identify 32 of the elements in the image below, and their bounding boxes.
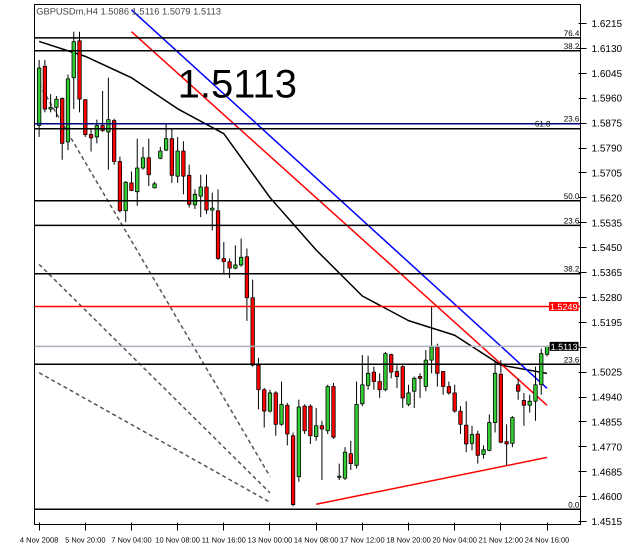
- ref-line-label: 1.5113: [550, 342, 578, 352]
- y-tick-label: 1.4515: [592, 517, 623, 528]
- candlestick: [516, 378, 520, 400]
- ref-line-label: 1.5249: [550, 302, 578, 312]
- y-tick-label: 1.5025: [592, 368, 623, 379]
- y-tick-label: 1.4600: [592, 492, 623, 504]
- y-tick-label: 1.5450: [592, 243, 623, 254]
- annotation: 0.0: [568, 500, 580, 510]
- y-tick-label: 1.5195: [592, 318, 623, 329]
- y-tick-label: 1.5365: [592, 268, 623, 280]
- y-tick-label: 1.4940: [592, 392, 623, 404]
- y-tick-label: 1.5705: [592, 168, 623, 180]
- y-tick-label: 1.6045: [592, 68, 623, 80]
- y-tick-label: 1.4685: [592, 467, 623, 478]
- y-tick-label: 1.5620: [592, 193, 623, 204]
- y-tick-label: 1.5535: [592, 218, 623, 230]
- y-tick-label: 1.4855: [592, 417, 623, 428]
- annotation: 50.0: [564, 192, 580, 201]
- annotation: 38.2: [564, 42, 580, 51]
- y-tick-label: 1.5280: [592, 292, 623, 304]
- annotation: 23.6: [564, 114, 580, 124]
- y-tick-label: 1.5960: [592, 94, 623, 105]
- annotation: 76.4: [564, 28, 580, 38]
- annotation: 23.6: [564, 216, 580, 226]
- annotation: 23.6: [564, 355, 580, 364]
- y-tick-label: 1.6130: [592, 44, 623, 55]
- y-tick-label: 1.5875: [592, 118, 623, 130]
- y-tick-label: 1.6215: [592, 19, 623, 30]
- annotation: 38.2: [564, 264, 580, 274]
- y-tick-label: 1.4770: [592, 442, 623, 454]
- candlestick: [158, 146, 162, 160]
- y-tick-label: 1.5790: [592, 144, 623, 155]
